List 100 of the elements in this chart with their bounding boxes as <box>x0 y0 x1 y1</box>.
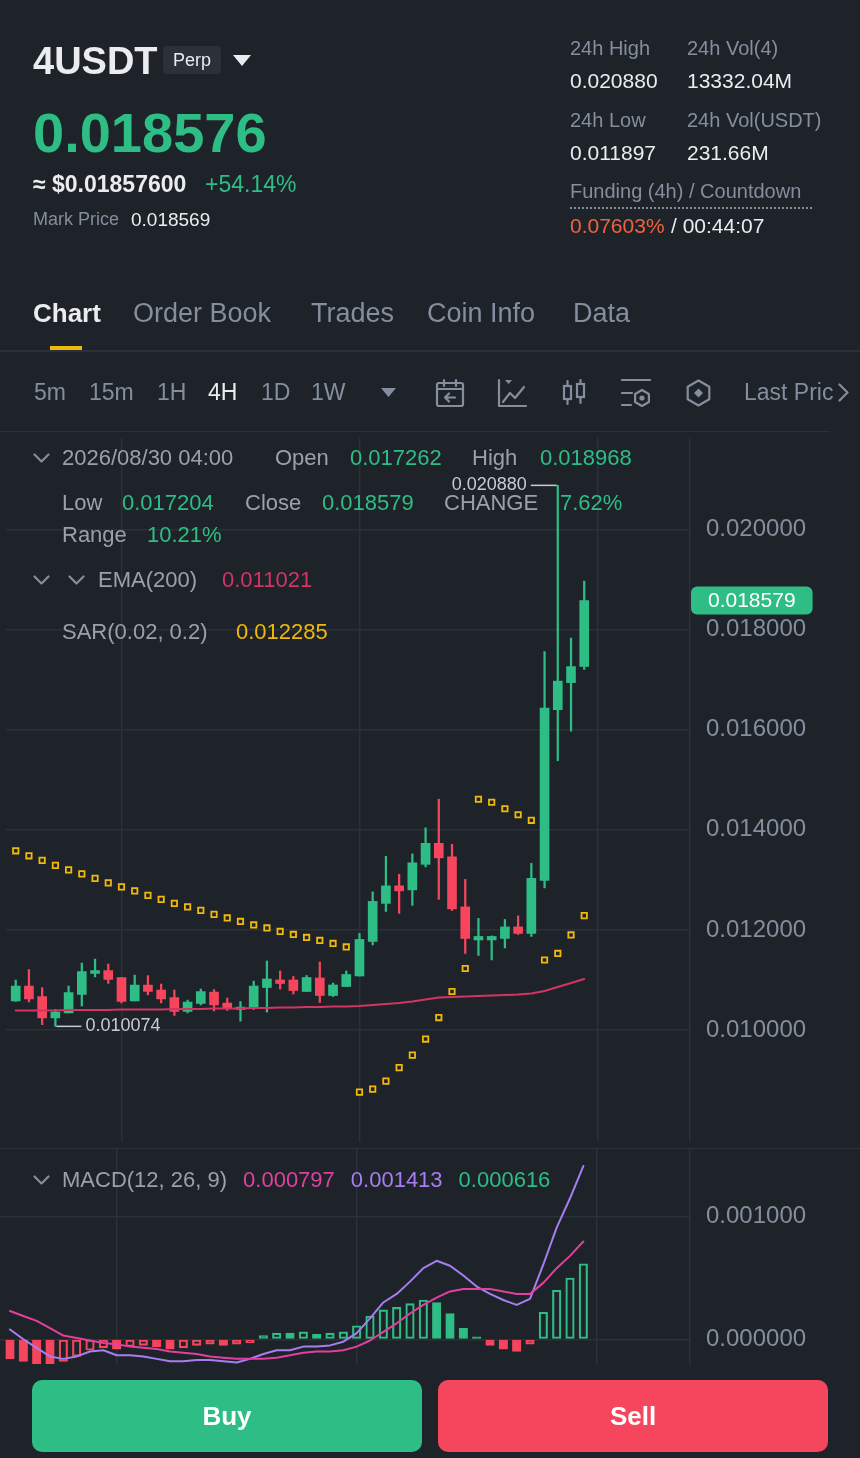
annotation: Close <box>245 490 302 515</box>
y-tick-label: 0.020000 <box>706 514 807 542</box>
annotation: 0.000616 <box>458 1167 551 1192</box>
point <box>51 861 59 869</box>
point <box>91 874 99 882</box>
point <box>303 933 311 942</box>
button: Sell <box>438 1380 828 1452</box>
text: 0.011897 <box>570 140 657 164</box>
text: 24h Vol(4) <box>687 37 779 59</box>
point <box>408 1051 416 1059</box>
text: Last Pric <box>744 378 834 405</box>
point <box>461 964 469 973</box>
text: 1D <box>261 378 291 405</box>
annotation: 0.017204 <box>122 490 214 515</box>
y-tick-label: 0.012000 <box>706 914 807 942</box>
text: MACD(12, 26, 9) <box>62 1167 228 1192</box>
text: Mark Price <box>33 209 120 229</box>
text: 4USDT <box>33 40 158 82</box>
text: +54.14% <box>205 170 297 197</box>
point <box>395 1064 403 1072</box>
text: Data <box>573 297 631 328</box>
text: 0.018569 <box>131 208 211 230</box>
text: 231.66M <box>687 140 769 164</box>
point <box>289 930 297 939</box>
point <box>104 879 112 887</box>
text: 0.018576 <box>33 101 267 164</box>
point <box>170 899 178 907</box>
badge: Perp <box>163 46 221 74</box>
text: 0.07603% <box>570 213 665 237</box>
point <box>25 852 33 860</box>
text: 1H <box>157 378 187 405</box>
point <box>514 811 522 819</box>
annotation: SAR(0.02, 0.2) <box>62 619 208 644</box>
point <box>329 939 337 948</box>
annotation: Low <box>62 490 103 515</box>
y-tick-label: 0.016000 <box>706 714 807 742</box>
text: Funding (4h) / Countdown <box>570 180 802 202</box>
point <box>65 866 73 874</box>
text: Order Book <box>133 297 272 328</box>
point <box>342 943 350 951</box>
point <box>131 887 139 895</box>
point <box>448 987 456 996</box>
y-tick-label: 0.001000 <box>706 1201 807 1229</box>
y-tick-label: 0.014000 <box>706 814 807 842</box>
text: 15m <box>89 378 134 405</box>
point <box>263 924 271 932</box>
point <box>78 870 86 878</box>
point <box>157 895 165 903</box>
point <box>488 798 496 806</box>
button: Buy <box>32 1380 422 1452</box>
point <box>540 956 549 964</box>
annotation: Range <box>62 522 127 547</box>
point <box>369 1085 377 1093</box>
point <box>276 927 284 936</box>
text: ≈ $0.01857600 <box>33 170 187 197</box>
point <box>184 903 192 911</box>
text: 24h Low <box>570 109 646 131</box>
text: 5m <box>34 378 66 405</box>
point <box>421 1035 430 1043</box>
text: Chart <box>33 298 101 328</box>
point <box>223 914 231 922</box>
point <box>210 910 218 918</box>
point <box>316 936 324 945</box>
point <box>474 795 483 803</box>
annotation: 0.012285 <box>236 619 328 644</box>
point <box>382 1077 390 1085</box>
point <box>38 856 46 864</box>
text: / 00:44:07 <box>671 213 765 237</box>
annotation: 2026/08/30 04:00 <box>62 445 234 470</box>
annotation: 0.017262 <box>350 445 442 470</box>
annotation: High <box>472 445 518 470</box>
annotation: 0.001413 <box>350 1167 443 1192</box>
point <box>554 949 562 958</box>
point <box>144 891 152 899</box>
text: 0.018579 <box>708 588 796 612</box>
annotation: 0.018579 <box>322 490 414 515</box>
text: 13332.04M <box>687 68 793 92</box>
annotation: 0.010074 <box>85 1015 161 1036</box>
text: 24h High <box>570 37 651 59</box>
y-tick-label: 0.010000 <box>706 1014 807 1042</box>
point <box>527 816 535 824</box>
annotation: 10.21% <box>147 522 222 547</box>
annotation: 7.62% <box>560 490 623 515</box>
point <box>355 1088 364 1096</box>
point <box>435 1013 443 1022</box>
point <box>501 805 509 813</box>
point <box>197 906 205 914</box>
text: 1W <box>311 378 346 405</box>
point <box>567 931 575 939</box>
point <box>580 912 588 920</box>
point <box>117 883 126 891</box>
y-tick-label: 0.000000 <box>706 1323 807 1351</box>
annotation: EMA(200) <box>98 567 198 592</box>
text: Coin Info <box>427 297 536 328</box>
y-tick-label: 0.018000 <box>706 614 807 642</box>
point <box>236 917 245 926</box>
point <box>250 921 258 929</box>
text: 24h Vol(USDT) <box>687 109 822 131</box>
annotation: 0.018968 <box>540 445 632 470</box>
annotation: Open <box>275 445 329 470</box>
